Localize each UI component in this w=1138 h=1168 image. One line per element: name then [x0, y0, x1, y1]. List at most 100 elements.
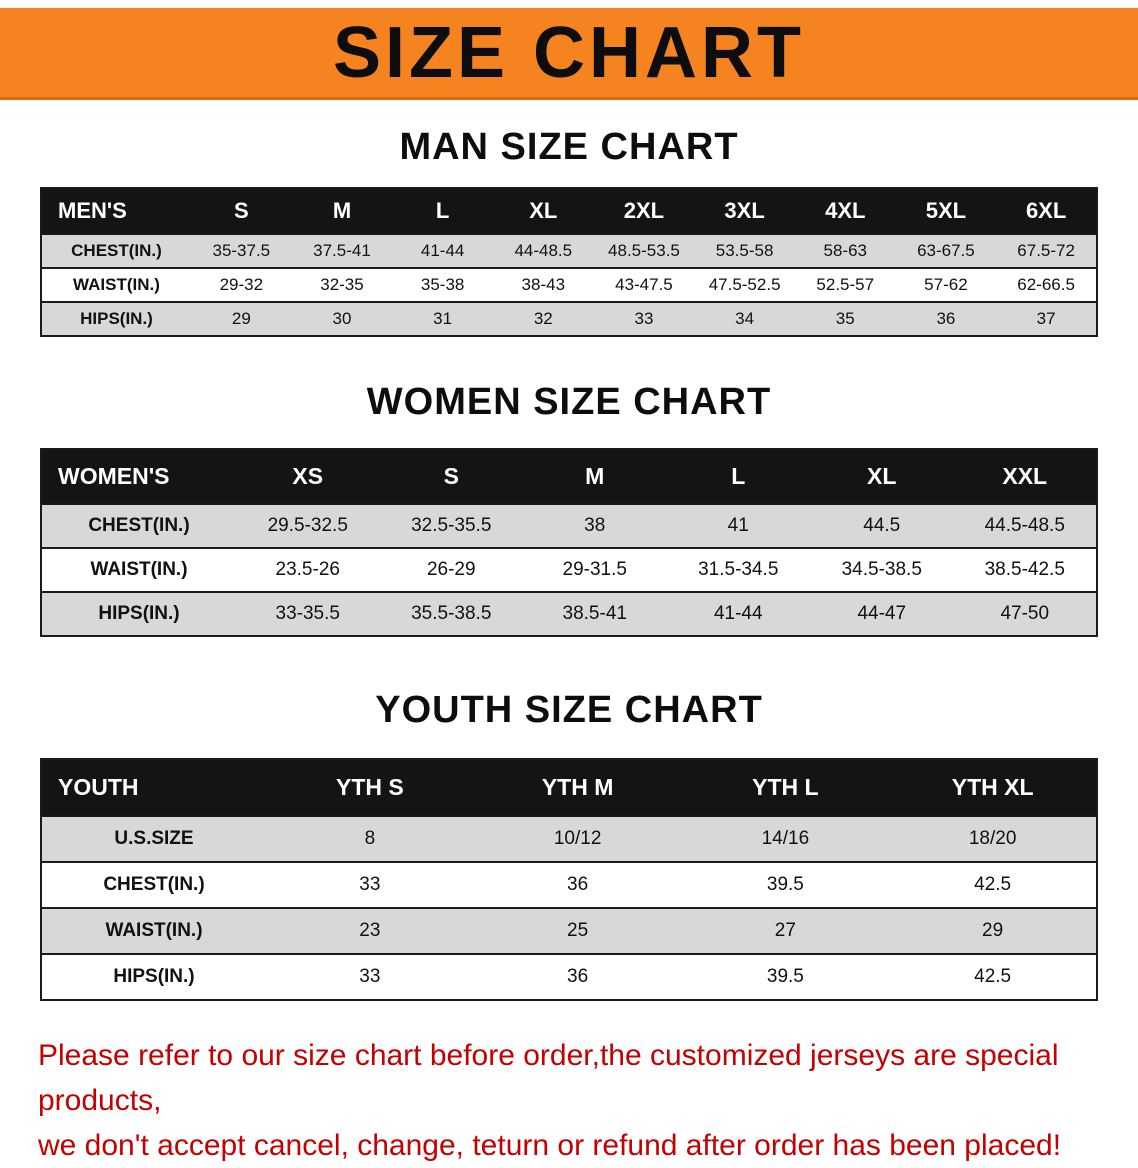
value-cell: 31 — [392, 301, 493, 336]
size-header-cell: XL — [492, 188, 594, 234]
women-section-heading: WOMEN SIZE CHART — [366, 381, 772, 423]
value-cell: 32 — [492, 301, 594, 336]
value-cell: 14/16 — [681, 815, 890, 862]
size-header-cell: S — [191, 188, 292, 234]
value-cell: 41-44 — [392, 233, 493, 268]
value-cell: 29.5-32.5 — [236, 503, 380, 548]
size-header-row: MEN'S S M L XL 2XL 3XL 4XL 5XL 6XL — [41, 188, 1097, 234]
size-header-cell: L — [392, 188, 493, 234]
measurement-row: HIPS(IN.) 33 36 39.5 42.5 — [41, 953, 1097, 1000]
value-cell: 52.5-57 — [794, 267, 896, 302]
value-cell: 35 — [794, 301, 896, 336]
value-cell: 29 — [191, 301, 292, 336]
value-cell: 47-50 — [953, 591, 1097, 636]
value-cell: 8 — [266, 815, 474, 862]
value-cell: 25 — [473, 907, 682, 954]
value-cell: 33 — [266, 953, 474, 1000]
value-cell: 39.5 — [681, 861, 890, 908]
value-cell: 35.5-38.5 — [379, 591, 523, 636]
value-cell: 36 — [473, 861, 682, 908]
size-chart-banner: SIZE CHART — [0, 8, 1138, 100]
row-label-cell: CHEST(IN.) — [41, 861, 266, 908]
value-cell: 27 — [681, 907, 890, 954]
value-cell: 47.5-52.5 — [694, 267, 795, 302]
disclaimer-note: Please refer to our size chart before or… — [0, 1001, 1138, 1168]
value-cell: 35-38 — [392, 267, 493, 302]
value-cell: 34.5-38.5 — [810, 547, 954, 592]
row-label-cell: HIPS(IN.) — [41, 301, 191, 336]
value-cell: 23.5-26 — [236, 547, 380, 592]
value-cell: 38-43 — [492, 267, 594, 302]
size-header-cell: M — [523, 449, 667, 504]
measurement-row: CHEST(IN.) 35-37.5 37.5-41 41-44 44-48.5 48.5… — [41, 233, 1097, 268]
women-size-table: WOMEN'S XS S M L XL XXL CHEST(IN.) 29.5-32.5 32.5… — [40, 448, 1098, 637]
value-cell: 30 — [291, 301, 393, 336]
value-cell: 32.5-35.5 — [379, 503, 523, 548]
measurement-row: HIPS(IN.) 29 30 31 32 33 34 35 36 37 — [41, 301, 1097, 336]
value-cell: 67.5-72 — [996, 233, 1097, 268]
row-label-cell: U.S.SIZE — [41, 815, 266, 862]
table-title-cell: MEN'S — [41, 188, 191, 234]
size-header-cell: XXL — [953, 449, 1097, 504]
measurement-row: CHEST(IN.) 33 36 39.5 42.5 — [41, 861, 1097, 908]
value-cell: 10/12 — [473, 815, 682, 862]
value-cell: 26-29 — [379, 547, 523, 592]
size-header-cell: YTH M — [473, 759, 682, 816]
measurement-row: HIPS(IN.) 33-35.5 35.5-38.5 38.5-41 41-44 44-… — [41, 591, 1097, 636]
value-cell: 36 — [473, 953, 682, 1000]
size-header-cell: 4XL — [794, 188, 896, 234]
value-cell: 29 — [889, 907, 1097, 954]
size-header-cell: 3XL — [694, 188, 795, 234]
value-cell: 44.5 — [810, 503, 954, 548]
size-header-cell: YTH S — [266, 759, 474, 816]
value-cell: 38.5-42.5 — [953, 547, 1097, 592]
row-label-cell: WAIST(IN.) — [41, 547, 236, 592]
value-cell: 53.5-58 — [694, 233, 795, 268]
table-title-cell: YOUTH — [41, 759, 266, 816]
row-label-cell: HIPS(IN.) — [41, 953, 266, 1000]
value-cell: 63-67.5 — [895, 233, 997, 268]
size-header-cell: XL — [810, 449, 954, 504]
measurement-row: U.S.SIZE 8 10/12 14/16 18/20 — [41, 815, 1097, 862]
row-label-cell: WAIST(IN.) — [41, 907, 266, 954]
value-cell: 29-31.5 — [523, 547, 667, 592]
value-cell: 37 — [996, 301, 1097, 336]
value-cell: 41 — [666, 503, 810, 548]
value-cell: 31.5-34.5 — [666, 547, 810, 592]
size-header-cell: M — [291, 188, 393, 234]
value-cell: 32-35 — [291, 267, 393, 302]
size-header-cell: S — [379, 449, 523, 504]
value-cell: 57-62 — [895, 267, 997, 302]
value-cell: 23 — [266, 907, 474, 954]
value-cell: 33 — [266, 861, 474, 908]
table-title-cell: WOMEN'S — [41, 449, 236, 504]
disclaimer-line-2: we don't accept cancel, change, teturn o… — [38, 1129, 1062, 1162]
value-cell: 37.5-41 — [291, 233, 393, 268]
value-cell: 38.5-41 — [523, 591, 667, 636]
size-chart-title: SIZE CHART — [333, 12, 805, 93]
value-cell: 44-48.5 — [492, 233, 594, 268]
value-cell: 39.5 — [681, 953, 890, 1000]
row-label-cell: CHEST(IN.) — [41, 233, 191, 268]
value-cell: 35-37.5 — [191, 233, 292, 268]
women-size-section: WOMEN SIZE CHART WOMEN'S XS S M L XL XXL CHEST(… — [0, 381, 1138, 637]
size-header-row: WOMEN'S XS S M L XL XXL — [41, 449, 1097, 504]
value-cell: 62-66.5 — [996, 267, 1097, 302]
value-cell: 33-35.5 — [236, 591, 380, 636]
size-header-row: YOUTH YTH S YTH M YTH L YTH XL — [41, 759, 1097, 816]
measurement-row: WAIST(IN.) 29-32 32-35 35-38 38-43 43-47.5 47.… — [41, 267, 1097, 302]
size-header-cell: YTH XL — [889, 759, 1097, 816]
value-cell: 43-47.5 — [593, 267, 695, 302]
size-header-cell: YTH L — [681, 759, 890, 816]
value-cell: 41-44 — [666, 591, 810, 636]
youth-size-section: YOUTH SIZE CHART YOUTH YTH S YTH M YTH L YTH… — [0, 689, 1138, 1001]
value-cell: 42.5 — [889, 953, 1097, 1000]
size-header-cell: L — [666, 449, 810, 504]
row-label-cell: HIPS(IN.) — [41, 591, 236, 636]
row-label-cell: CHEST(IN.) — [41, 503, 236, 548]
value-cell: 33 — [593, 301, 695, 336]
size-header-cell: 5XL — [895, 188, 997, 234]
men-size-section: MAN SIZE CHART MEN'S S M L XL 2XL 3XL 4XL 5XL 6XL… — [0, 126, 1138, 337]
size-chart-page: SIZE CHART MAN SIZE CHART MEN'S S M L XL 2XL 3… — [0, 8, 1138, 1162]
value-cell: 38 — [523, 503, 667, 548]
